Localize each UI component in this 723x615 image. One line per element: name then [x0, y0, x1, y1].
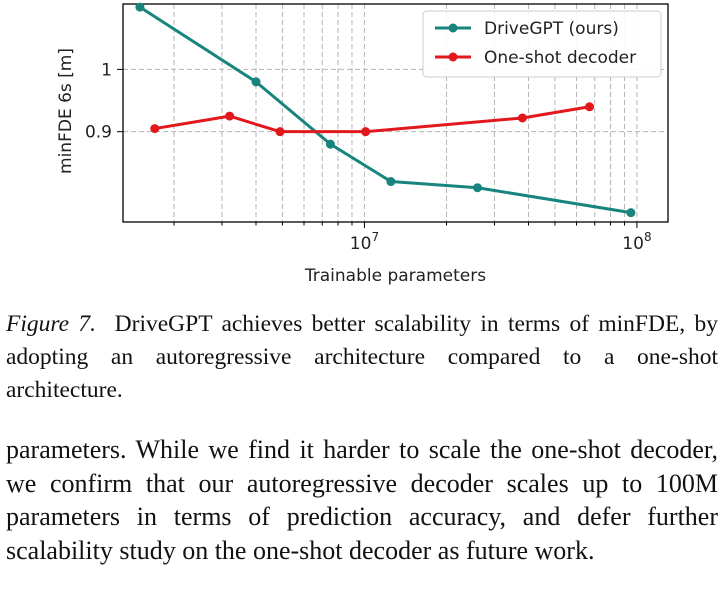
plot-frame: [122, 3, 669, 223]
y-axis-label: minFDE 6s [m]: [56, 48, 76, 174]
series-line-2: [154, 105, 590, 134]
y-tick-label: 0.9: [85, 123, 112, 143]
data-point-1: [325, 139, 335, 149]
series-layer: [135, 2, 636, 218]
data-point-2: [225, 111, 235, 121]
chart: 107 108 0.9 1 Trainable parameters minFDE 6…: [56, 2, 669, 286]
x-axis-label: Trainable parameters: [304, 266, 486, 286]
x-tick-label: 107: [350, 230, 379, 254]
series-line-1: [139, 5, 632, 215]
legend-label: DriveGPT (ours): [484, 19, 619, 39]
caption-text: DriveGPT achieves better scalability in …: [6, 311, 718, 403]
caption-label: Figure 7.: [6, 311, 97, 337]
legend-swatch-marker: [448, 52, 458, 62]
data-point-2: [150, 124, 160, 134]
legend: DriveGPT (ours) One-shot decoder: [422, 10, 662, 78]
legend-label: One-shot decoder: [484, 48, 636, 68]
data-point-1: [251, 77, 261, 87]
data-point-2: [585, 102, 595, 112]
figure-caption: Figure 7. DriveGPT achieves better scala…: [6, 308, 718, 407]
legend-swatch-marker: [448, 23, 458, 33]
data-point-1: [386, 177, 396, 187]
x-tick-label: 108: [622, 230, 651, 254]
body-paragraph: parameters. While we find it harder to s…: [6, 435, 718, 565]
data-point-1: [135, 2, 145, 12]
data-point-2: [361, 127, 371, 137]
axis-ticks: 107 108 0.9 1: [85, 60, 652, 254]
data-point-2: [275, 127, 285, 137]
data-point-2: [517, 113, 527, 123]
data-point-1: [473, 183, 483, 193]
y-tick-label: 1: [101, 60, 112, 80]
data-point-1: [626, 208, 636, 218]
legend-box: [422, 10, 662, 78]
